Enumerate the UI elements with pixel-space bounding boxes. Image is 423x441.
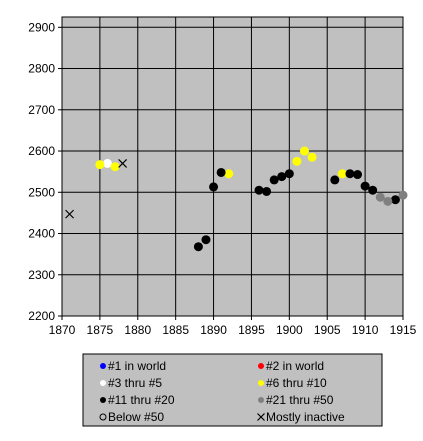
y-tick-label: 2500	[28, 185, 55, 199]
data-point	[360, 181, 370, 191]
y-tick-label: 2200	[28, 309, 55, 323]
data-point	[398, 190, 408, 200]
data-point	[209, 182, 219, 192]
legend-marker	[100, 363, 106, 369]
x-tick-label: 1895	[238, 323, 265, 337]
x-tick-label: 1875	[87, 323, 114, 337]
data-point	[353, 170, 363, 180]
legend-label: #1 in world	[108, 359, 166, 373]
x-tick-label: 1885	[162, 323, 189, 337]
legend-marker	[99, 413, 107, 421]
data-point	[118, 158, 128, 168]
legend-label: #21 thru #50	[266, 393, 334, 407]
legend-marker	[258, 363, 264, 369]
legend-box	[82, 353, 383, 427]
data-point	[330, 175, 340, 185]
data-point	[102, 158, 112, 168]
x-tick-label: 1910	[352, 323, 379, 337]
legend-label: #3 thru #5	[108, 376, 162, 390]
data-point	[262, 186, 272, 196]
legend-label: Below #50	[108, 410, 164, 424]
data-point	[277, 172, 287, 182]
data-point	[337, 169, 347, 179]
legend-marker	[258, 380, 264, 386]
x-tick-label: 1880	[124, 323, 151, 337]
grid-lines	[62, 17, 403, 316]
x-axis-ticks: 1870 1875 1880 1885 1890 1895 1900 1905 1910 1915	[49, 316, 417, 337]
data-point	[383, 196, 393, 206]
data-point	[345, 169, 355, 179]
y-axis-ticks: 2200 2300 2400 2500 2600 2700 2800 2900	[28, 20, 62, 323]
x-tick-label: 1890	[200, 323, 227, 337]
data-point	[193, 242, 203, 252]
y-tick-label: 2300	[28, 268, 55, 282]
y-tick-label: 2700	[28, 103, 55, 117]
legend-label: #6 thru #10	[266, 376, 327, 390]
x-tick-label: 1870	[49, 323, 76, 337]
data-point	[254, 185, 264, 195]
legend: #1 in world #2 in world #3 thru #5 #6 thru …	[99, 359, 345, 424]
data-point	[375, 192, 385, 202]
x-tick-label: 1900	[276, 323, 303, 337]
legend-label: Mostly inactive	[266, 410, 345, 424]
data-point	[95, 160, 105, 170]
data-point	[201, 235, 211, 245]
y-tick-label: 2400	[28, 227, 55, 241]
data-point	[110, 162, 120, 172]
data-point	[65, 209, 75, 219]
data-point	[216, 167, 226, 177]
data-point	[284, 169, 294, 179]
y-tick-label: 2800	[28, 62, 55, 76]
x-tick-label: 1905	[314, 323, 341, 337]
legend-label: #11 thru #20	[108, 393, 175, 407]
legend-label: #2 in world	[266, 359, 324, 373]
data-point	[390, 195, 400, 205]
data-point	[299, 146, 309, 156]
data-point	[292, 156, 302, 166]
y-tick-label: 2600	[28, 144, 55, 158]
x-tick-label: 1915	[390, 323, 417, 337]
data-points	[65, 146, 408, 252]
legend-marker	[257, 413, 265, 421]
data-point	[307, 152, 317, 162]
data-point	[269, 175, 279, 185]
data-point	[224, 169, 234, 179]
data-point	[368, 185, 378, 195]
legend-marker	[100, 397, 106, 403]
legend-marker	[100, 380, 106, 386]
legend-marker	[258, 397, 264, 403]
y-tick-label: 2900	[28, 20, 55, 34]
